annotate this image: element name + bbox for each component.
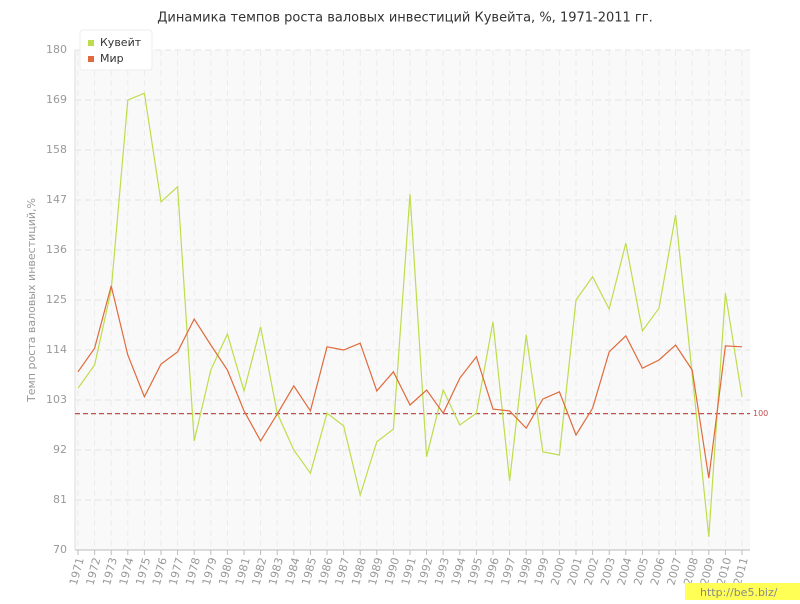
- y-tick-label: 136: [46, 243, 67, 256]
- y-tick-label: 70: [53, 543, 67, 556]
- y-axis-title: Темп роста валовых инвестиций,%: [25, 198, 38, 403]
- y-tick-label: 147: [46, 193, 67, 206]
- watermark: http://be5.biz/: [700, 586, 778, 599]
- watermark-bg: [685, 583, 800, 600]
- y-tick-label: 103: [46, 393, 67, 406]
- legend-label: Кувейт: [100, 36, 142, 49]
- y-tick-label: 81: [53, 493, 67, 506]
- y-tick-label: 125: [46, 293, 67, 306]
- series-line: [77, 92, 743, 537]
- x-tick-label: 2011: [731, 556, 751, 586]
- y-tick-label: 169: [46, 93, 67, 106]
- y-tick-label: 158: [46, 143, 67, 156]
- chart-title: Динамика темпов роста валовых инвестиций…: [157, 11, 652, 26]
- y-tick-label: 180: [46, 43, 67, 56]
- reference-label: 100: [753, 409, 768, 418]
- legend-swatch: [88, 40, 94, 46]
- series-line: [77, 285, 743, 479]
- y-tick-label: 114: [46, 343, 67, 356]
- legend-label: Мир: [100, 52, 124, 65]
- y-tick-label: 92: [53, 443, 67, 456]
- legend-swatch: [88, 56, 94, 62]
- legend: [79, 29, 153, 71]
